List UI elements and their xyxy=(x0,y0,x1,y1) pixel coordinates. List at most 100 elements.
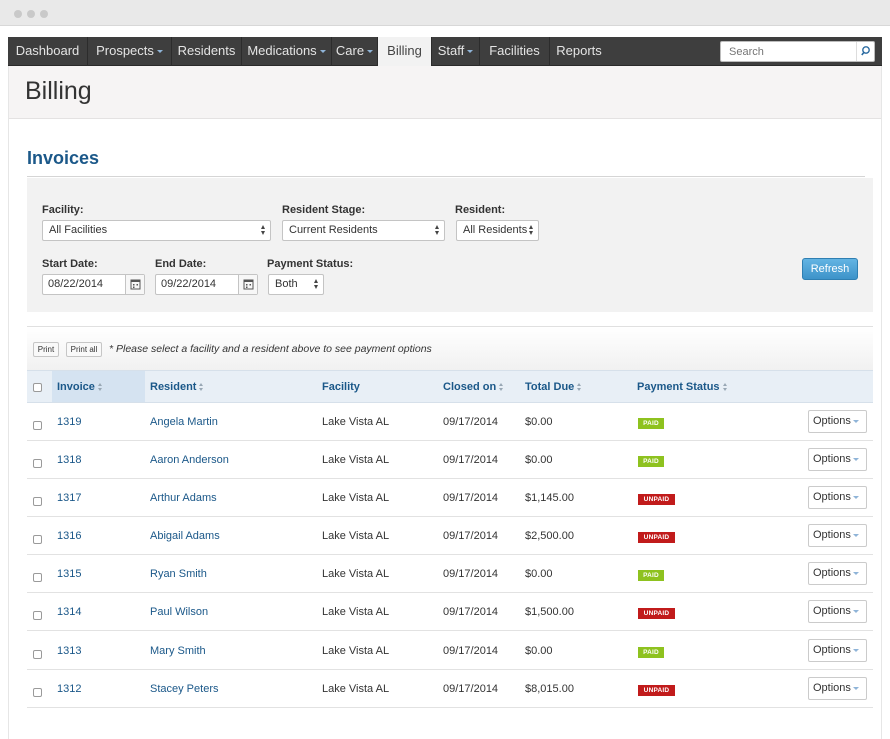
search-input[interactable] xyxy=(721,42,856,61)
nav-staff[interactable]: Staff xyxy=(432,37,480,66)
print-all-button[interactable]: Print all xyxy=(66,342,102,357)
options-button[interactable]: Options xyxy=(808,486,867,509)
invoice-link[interactable]: 1317 xyxy=(57,492,82,504)
nav-billing[interactable]: Billing xyxy=(378,37,432,66)
options-button[interactable]: Options xyxy=(808,562,867,585)
status-badge: UNPAID xyxy=(638,608,675,619)
nav-prospects[interactable]: Prospects xyxy=(88,37,172,66)
options-button[interactable]: Options xyxy=(808,524,867,547)
options-button[interactable]: Options xyxy=(808,639,867,662)
resident-link[interactable]: Angela Martin xyxy=(150,416,218,428)
row-checkbox[interactable] xyxy=(33,421,42,430)
row-checkbox[interactable] xyxy=(33,688,42,697)
refresh-button[interactable]: Refresh xyxy=(802,258,858,280)
resident-link[interactable]: Abigail Adams xyxy=(150,530,220,542)
sort-icon xyxy=(97,383,103,391)
row-checkbox[interactable] xyxy=(33,459,42,468)
end-date-input[interactable]: 09/22/2014 xyxy=(155,274,258,295)
invoice-link[interactable]: 1315 xyxy=(57,568,82,580)
nav-reports[interactable]: Reports xyxy=(550,37,608,66)
resident-link[interactable]: Stacey Peters xyxy=(150,683,219,695)
window-dot xyxy=(27,10,35,18)
col-total-due[interactable]: Total Due xyxy=(525,381,582,393)
facility-select[interactable]: All Facilities xyxy=(42,220,271,241)
payment-status-label: Payment Status: xyxy=(267,258,354,270)
nav-dashboard[interactable]: Dashboard xyxy=(8,37,88,66)
facility-cell: Lake Vista AL xyxy=(322,645,390,657)
options-label: Options xyxy=(813,529,851,541)
resident-link[interactable]: Ryan Smith xyxy=(150,568,207,580)
search-icon[interactable] xyxy=(856,42,874,61)
nav-residents[interactable]: Residents xyxy=(172,37,242,66)
row-checkbox[interactable] xyxy=(33,497,42,506)
col-resident-label: Resident xyxy=(150,381,197,393)
table-row: 1313 Mary Smith Lake Vista AL 09/17/2014… xyxy=(27,632,873,670)
page-content: Billing Invoices Facility: All Facilitie… xyxy=(8,66,882,739)
calendar-icon[interactable] xyxy=(125,275,144,294)
table-row: 1312 Stacey Peters Lake Vista AL 09/17/2… xyxy=(27,670,873,708)
options-button[interactable]: Options xyxy=(808,448,867,471)
status-badge: PAID xyxy=(638,456,664,467)
col-payment-status[interactable]: Payment Status xyxy=(637,381,728,393)
options-button[interactable]: Options xyxy=(808,677,867,700)
chevron-down-icon xyxy=(319,50,326,54)
col-closed-on[interactable]: Closed on xyxy=(443,381,504,393)
main-navbar: Dashboard Prospects Residents Medication… xyxy=(8,37,882,66)
invoice-link[interactable]: 1316 xyxy=(57,530,82,542)
resident-link[interactable]: Arthur Adams xyxy=(150,492,217,504)
row-checkbox[interactable] xyxy=(33,535,42,544)
total-due-cell: $0.00 xyxy=(525,454,553,466)
payment-options-note: * Please select a facility and a residen… xyxy=(109,343,432,355)
col-resident[interactable]: Resident xyxy=(150,381,204,393)
payment-status-select[interactable]: Both xyxy=(268,274,324,295)
row-checkbox[interactable] xyxy=(33,650,42,659)
invoice-link[interactable]: 1319 xyxy=(57,416,82,428)
sort-icon xyxy=(199,383,204,391)
nav-staff-label: Staff xyxy=(437,43,465,58)
resident-link[interactable]: Paul Wilson xyxy=(150,606,209,618)
options-label: Options xyxy=(813,453,851,465)
col-total-due-label: Total Due xyxy=(525,381,575,393)
invoice-link[interactable]: 1312 xyxy=(57,683,82,695)
nav-facilities-label: Facilities xyxy=(489,43,540,58)
start-date-input[interactable]: 08/22/2014 xyxy=(42,274,145,295)
select-arrows-icon xyxy=(261,225,266,236)
resident-select[interactable]: All Residents xyxy=(456,220,539,241)
invoice-link[interactable]: 1318 xyxy=(57,454,82,466)
resident-link[interactable]: Mary Smith xyxy=(150,645,206,657)
invoice-link[interactable]: 1313 xyxy=(57,645,82,657)
chevron-down-icon xyxy=(853,610,859,613)
nav-facilities[interactable]: Facilities xyxy=(480,37,550,66)
select-arrows-icon xyxy=(435,225,440,236)
options-button[interactable]: Options xyxy=(808,410,867,433)
invoice-link[interactable]: 1314 xyxy=(57,606,82,618)
chevron-down-icon xyxy=(853,458,859,461)
options-label: Options xyxy=(813,415,851,427)
table-header: Invoice Resident Facility Closed on Tota… xyxy=(27,370,873,403)
total-due-cell: $0.00 xyxy=(525,645,553,657)
calendar-icon[interactable] xyxy=(238,275,257,294)
nav-care[interactable]: Care xyxy=(332,37,378,66)
closed-on-cell: 09/17/2014 xyxy=(443,454,499,466)
row-checkbox[interactable] xyxy=(33,611,42,620)
page-header: Billing xyxy=(9,66,881,119)
total-due-cell: $0.00 xyxy=(525,416,553,428)
row-checkbox[interactable] xyxy=(33,573,42,582)
sorted-column-highlight xyxy=(52,371,145,402)
closed-on-cell: 09/17/2014 xyxy=(443,416,499,428)
select-all-checkbox[interactable] xyxy=(33,383,42,392)
col-facility[interactable]: Facility xyxy=(322,381,360,393)
options-label: Options xyxy=(813,491,851,503)
resident-link[interactable]: Aaron Anderson xyxy=(150,454,229,466)
col-invoice-label: Invoice xyxy=(57,381,95,393)
chevron-down-icon xyxy=(853,420,859,423)
options-button[interactable]: Options xyxy=(808,600,867,623)
resident-stage-select[interactable]: Current Residents xyxy=(282,220,445,241)
window-dot xyxy=(40,10,48,18)
print-button[interactable]: Print xyxy=(33,342,59,357)
col-invoice[interactable]: Invoice xyxy=(57,381,103,393)
closed-on-cell: 09/17/2014 xyxy=(443,683,499,695)
nav-medications[interactable]: Medications xyxy=(242,37,332,66)
divider xyxy=(27,176,865,177)
total-due-cell: $1,500.00 xyxy=(525,606,574,618)
